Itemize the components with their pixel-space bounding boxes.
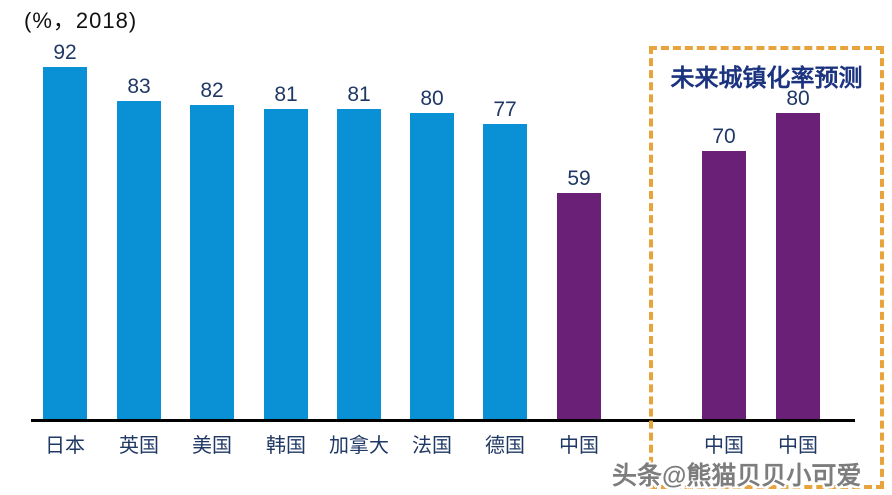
bar-column: 81	[249, 0, 323, 419]
bar-column: 81	[322, 0, 396, 419]
category-label: 美国	[192, 435, 232, 457]
bar-column: 92	[28, 0, 102, 419]
bar-value-label: 92	[53, 40, 77, 64]
bar-column: 77	[468, 0, 542, 419]
bar	[190, 105, 234, 419]
bar	[557, 193, 601, 419]
bar	[117, 101, 161, 419]
category-label: 中国	[704, 435, 744, 457]
category-label: 法国	[412, 435, 452, 457]
bar-column: 70	[687, 0, 761, 419]
forecast-dashed-box	[649, 46, 884, 489]
bar	[337, 109, 381, 419]
category-label: 英国	[119, 435, 159, 457]
category-label: 中国	[778, 435, 818, 457]
bar-value-label: 70	[712, 124, 736, 148]
chart-title: (%，2018)	[24, 8, 138, 33]
bar-value-label: 80	[786, 86, 810, 110]
bar	[43, 67, 87, 419]
category-label: 加拿大	[329, 435, 389, 457]
category-label: 韩国	[266, 435, 306, 457]
bar-column: 59	[542, 0, 616, 419]
forecast-title: 未来城镇化率预测	[670, 65, 863, 92]
bar-column: 80	[761, 0, 835, 419]
bar-value-label: 59	[567, 166, 591, 190]
bar-column: 82	[175, 0, 249, 419]
bar-value-label: 77	[493, 97, 517, 121]
bar-value-label: 80	[420, 86, 444, 110]
bar-value-label: 81	[274, 82, 298, 106]
bar-value-label: 82	[200, 78, 224, 102]
bar	[702, 151, 746, 419]
category-label: 中国	[559, 435, 599, 457]
bar-column: 83	[102, 0, 176, 419]
category-label: 日本	[45, 435, 85, 457]
bar-value-label: 83	[127, 74, 151, 98]
bar	[776, 113, 820, 419]
category-label: 德国	[485, 435, 525, 457]
bar	[264, 109, 308, 419]
bar	[410, 113, 454, 419]
bar-value-label: 81	[347, 82, 371, 106]
bar-column: 80	[395, 0, 469, 419]
bar	[483, 124, 527, 419]
watermark-text: 头条@熊猫贝贝小可爱	[612, 462, 862, 490]
x-axis-line	[31, 419, 855, 422]
